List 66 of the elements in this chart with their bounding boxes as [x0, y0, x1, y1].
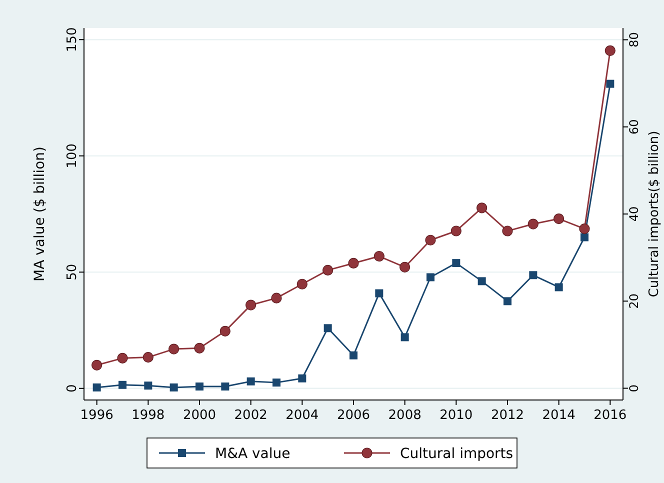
x-tick-label: 2010	[440, 408, 473, 423]
point	[144, 382, 152, 390]
point	[452, 259, 460, 268]
y2-axis-title: Cultural imports($ billion)	[647, 130, 662, 298]
point	[348, 258, 359, 269]
x-tick-label: 2006	[336, 408, 370, 423]
point	[478, 277, 486, 286]
point	[579, 224, 590, 234]
point	[606, 80, 614, 88]
y-tick-label: 0	[65, 384, 80, 393]
point	[604, 45, 616, 56]
y-tick-label: 100	[65, 143, 80, 168]
point	[375, 289, 384, 298]
point	[271, 292, 282, 304]
x-tick-label: 2004	[286, 408, 319, 423]
point	[504, 297, 512, 306]
x-tick-label: 2016	[594, 408, 627, 423]
point	[246, 300, 256, 310]
point	[272, 378, 280, 387]
point	[400, 333, 409, 342]
point	[117, 352, 128, 364]
point	[426, 273, 434, 282]
point	[118, 380, 126, 389]
point	[529, 271, 538, 280]
y2-tick-label: 20	[627, 293, 641, 309]
y2-tick-label: 60	[627, 119, 641, 135]
y-tick-label: 150	[65, 27, 80, 52]
point	[450, 226, 462, 236]
point	[554, 213, 564, 224]
x-tick-label: 1998	[132, 408, 165, 423]
legend-label: Cultural imports	[400, 446, 514, 462]
point	[142, 352, 154, 363]
point	[92, 360, 102, 370]
legend-label: M&A value	[215, 446, 290, 462]
x-tick-label: 2002	[234, 408, 268, 423]
point	[350, 351, 358, 360]
x-tick-label: 2012	[490, 408, 524, 423]
point	[296, 278, 308, 290]
x-tick-label: 2000	[182, 408, 216, 423]
y2-tick-label: 0	[627, 384, 641, 392]
point	[400, 262, 410, 272]
point	[168, 344, 180, 354]
point	[170, 383, 178, 392]
point	[92, 383, 101, 392]
point	[196, 382, 204, 391]
point	[324, 324, 332, 332]
y-tick-label: 50	[65, 264, 80, 280]
point	[374, 250, 384, 262]
point	[194, 342, 205, 354]
point	[425, 234, 436, 246]
point	[220, 326, 230, 336]
point	[528, 218, 538, 230]
y2-tick-label: 40	[627, 206, 641, 222]
point	[298, 374, 306, 382]
x-tick-label: 2008	[388, 408, 422, 423]
point	[221, 382, 230, 391]
point	[502, 226, 513, 236]
point	[322, 264, 334, 276]
x-tick-label: 1996	[80, 408, 114, 423]
y2-tick-label: 80	[627, 32, 641, 48]
point	[554, 283, 563, 292]
point	[246, 377, 255, 386]
y-axis-title: MA value ($ billion)	[32, 146, 48, 282]
x-tick-label: 2014	[542, 408, 576, 423]
point	[580, 233, 588, 242]
point	[476, 202, 488, 214]
